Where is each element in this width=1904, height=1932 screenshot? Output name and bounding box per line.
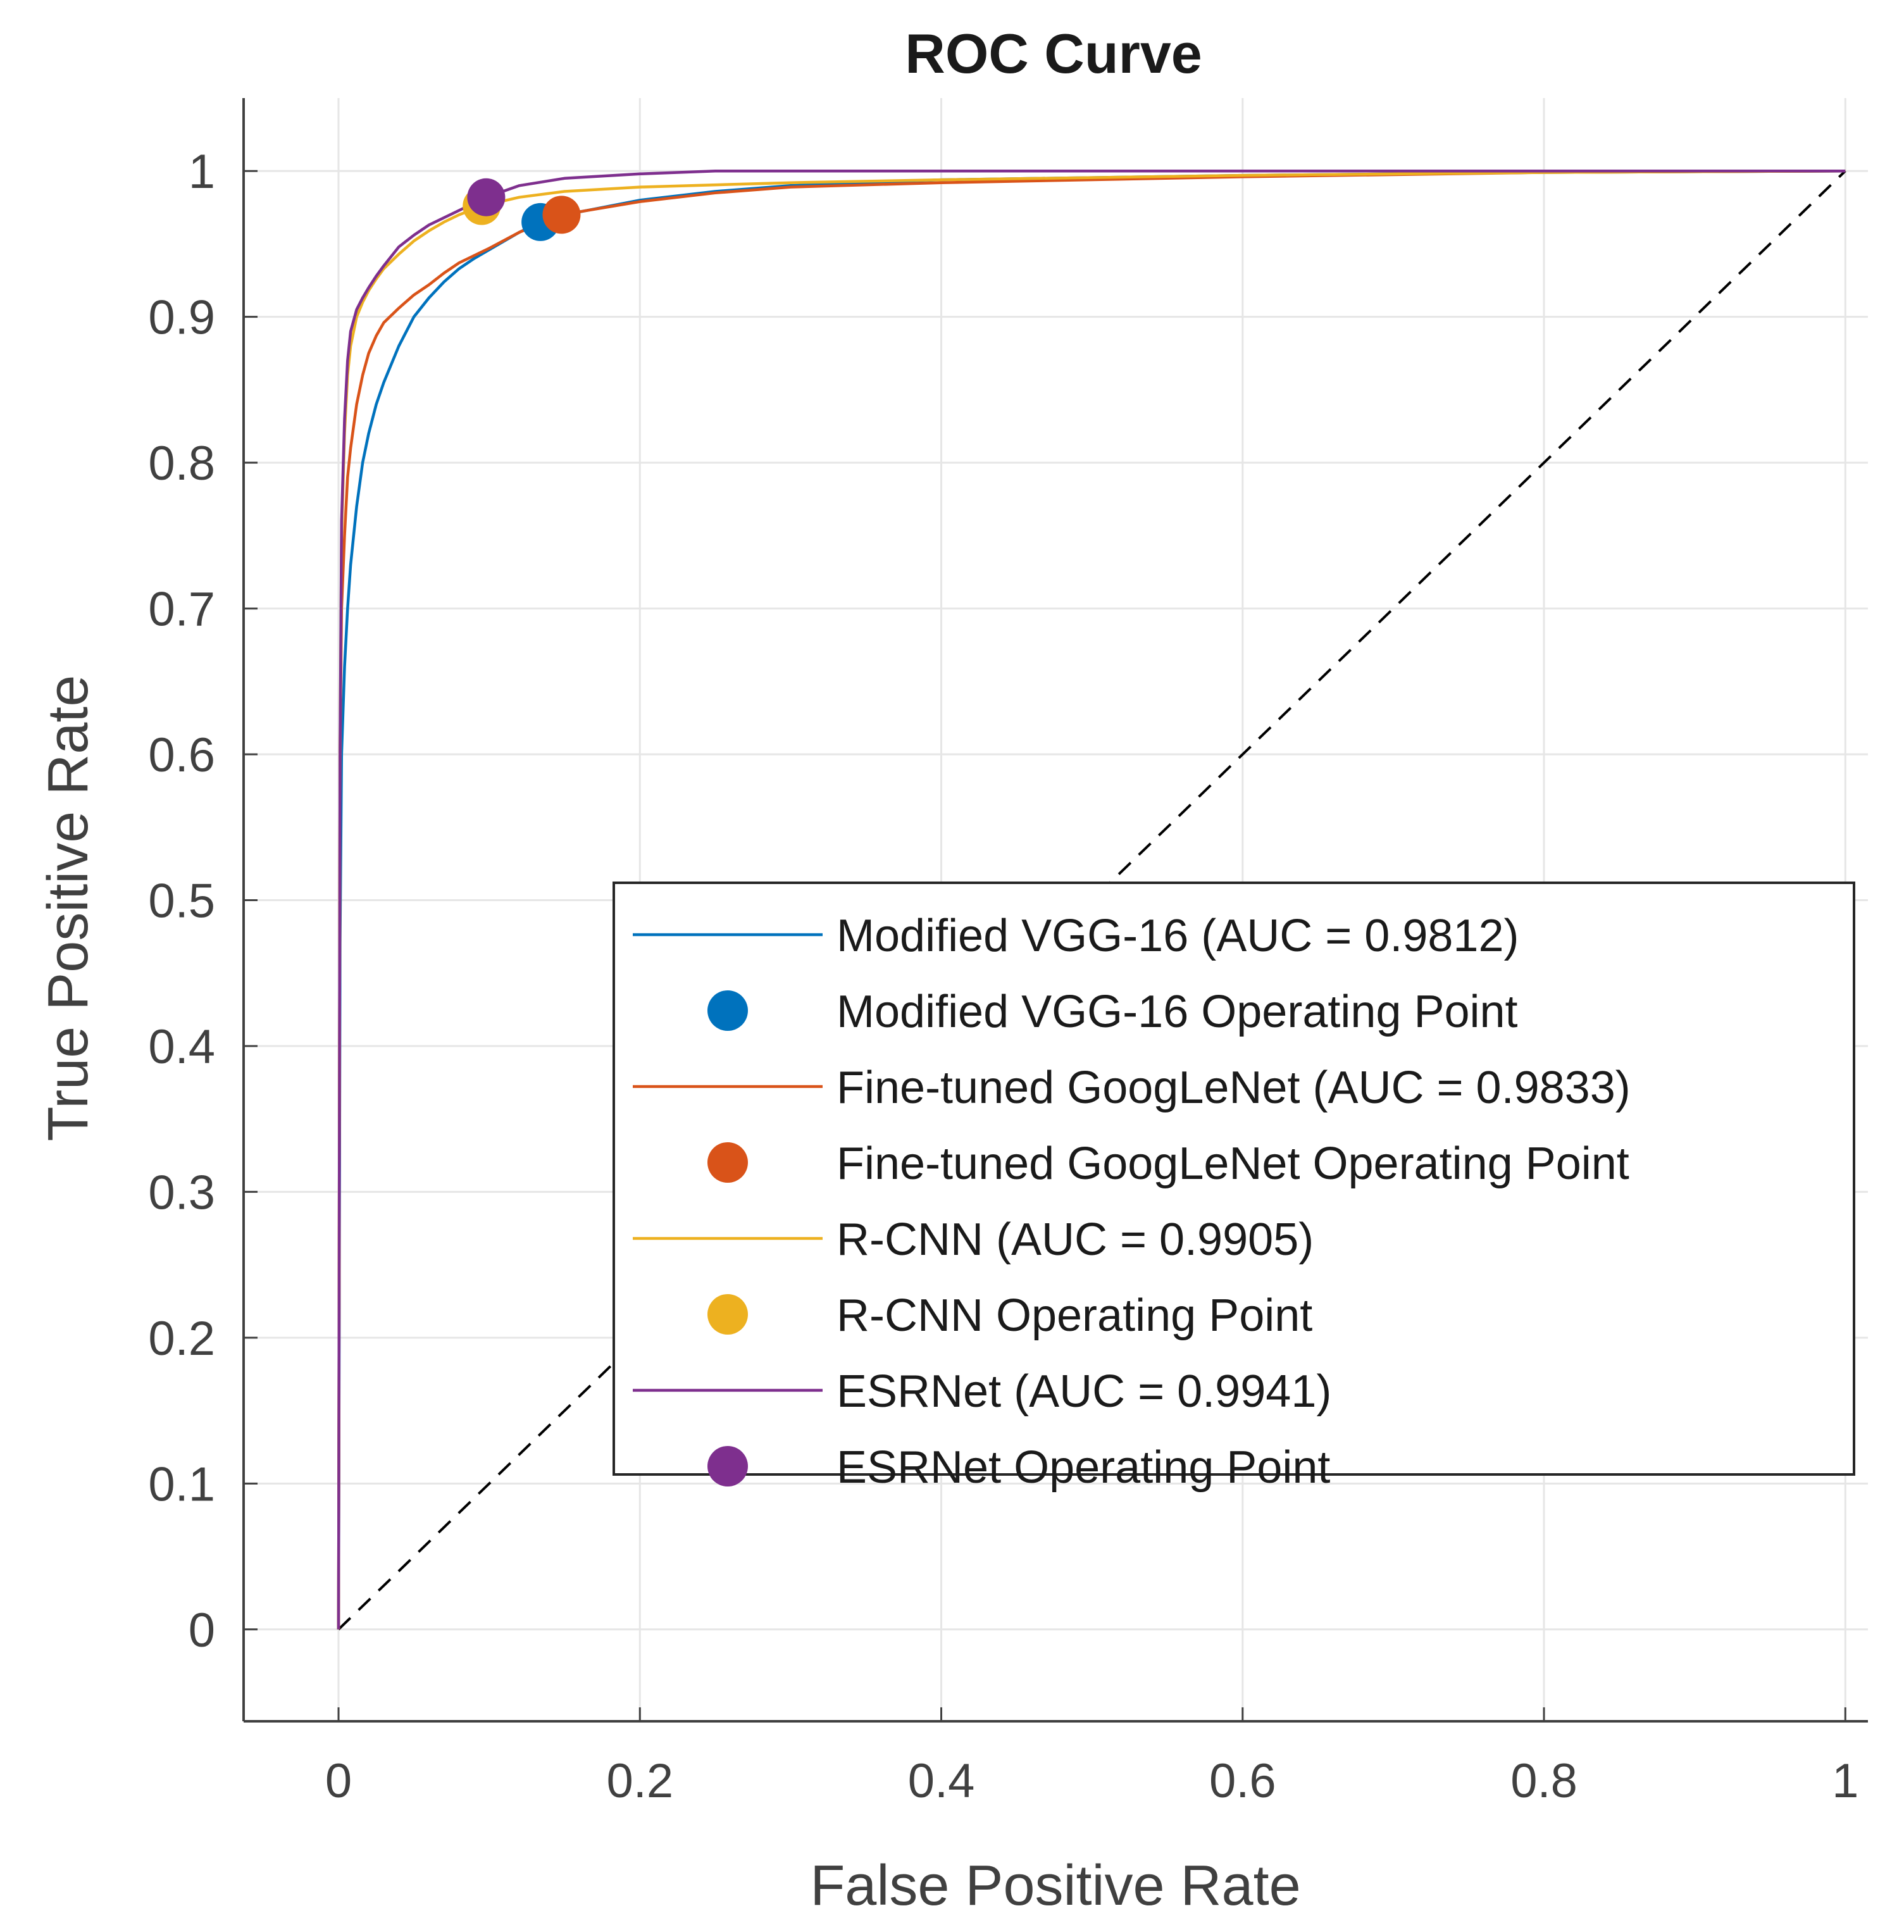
- legend-entry-label: ESRNet Operating Point: [837, 1442, 1330, 1493]
- y-tick-label: 0: [189, 1604, 215, 1657]
- legend-entry-label: Fine-tuned GoogLeNet (AUC = 0.9833): [837, 1063, 1631, 1113]
- y-axis-title: True Positive Rate: [37, 675, 100, 1142]
- x-tick-label: 0.8: [1510, 1754, 1577, 1808]
- series-layer: [337, 169, 1846, 1630]
- x-axis-title: False Positive Rate: [810, 1854, 1300, 1917]
- y-tick-label: 0.1: [148, 1457, 215, 1511]
- legend-marker-swatch: [707, 990, 748, 1031]
- y-tick-label: 0.9: [148, 291, 215, 345]
- roc-line-modified-vgg16: [337, 169, 1846, 1630]
- y-tick-label: 0.6: [148, 728, 215, 782]
- reference-line-layer: [337, 170, 1846, 1631]
- operating-point-esrnet: [467, 178, 506, 216]
- x-tick-label: 0.2: [606, 1754, 673, 1808]
- y-tick-label: 0.7: [148, 583, 215, 637]
- legend-entry-label: ESRNet (AUC = 0.9941): [837, 1366, 1331, 1417]
- y-tick-label: 0.2: [148, 1312, 215, 1366]
- reference-diagonal-line: [337, 170, 1846, 1631]
- legend-entry-label: Fine-tuned GoogLeNet Operating Point: [837, 1138, 1629, 1189]
- x-tick-label: 0.6: [1209, 1754, 1276, 1808]
- operating-points-layer: [463, 178, 581, 241]
- y-tick-label: 0.5: [148, 875, 215, 928]
- legend-entry-label: Modified VGG-16 (AUC = 0.9812): [837, 911, 1519, 961]
- legend-box: [613, 882, 1855, 1476]
- x-tick-label: 0: [325, 1754, 352, 1808]
- y-tick-label: 0.4: [148, 1020, 215, 1074]
- chart-title: ROC Curve: [905, 22, 1202, 85]
- axes: [242, 98, 1868, 1723]
- operating-point-googlenet: [542, 196, 581, 234]
- x-tick-label: 0.4: [908, 1754, 975, 1808]
- legend-marker-swatch: [707, 1446, 748, 1486]
- y-tick-label: 0.3: [148, 1166, 215, 1219]
- y-tick-label: 0.8: [148, 437, 215, 490]
- tick-labels: 0 0.2 0.4 0.6 0.8 1 0 0.1 0.2 0.3 0.4 0.5 0.6 0.7 0.8 0…: [148, 145, 1858, 1808]
- roc-line-googlenet: [337, 169, 1846, 1630]
- legend-marker-swatch: [707, 1294, 748, 1335]
- legend-entry-label: R-CNN Operating Point: [837, 1290, 1312, 1341]
- legend: Modified VGG-16 (AUC = 0.9812) Modified V…: [613, 882, 1855, 1493]
- roc-line-esrnet: [337, 169, 1846, 1630]
- legend-entry-label: R-CNN (AUC = 0.9905): [837, 1214, 1314, 1265]
- y-tick-label: 1: [189, 145, 215, 199]
- legend-marker-swatch: [707, 1142, 748, 1183]
- x-tick-label: 1: [1832, 1754, 1858, 1808]
- legend-entry-label: Modified VGG-16 Operating Point: [837, 987, 1518, 1037]
